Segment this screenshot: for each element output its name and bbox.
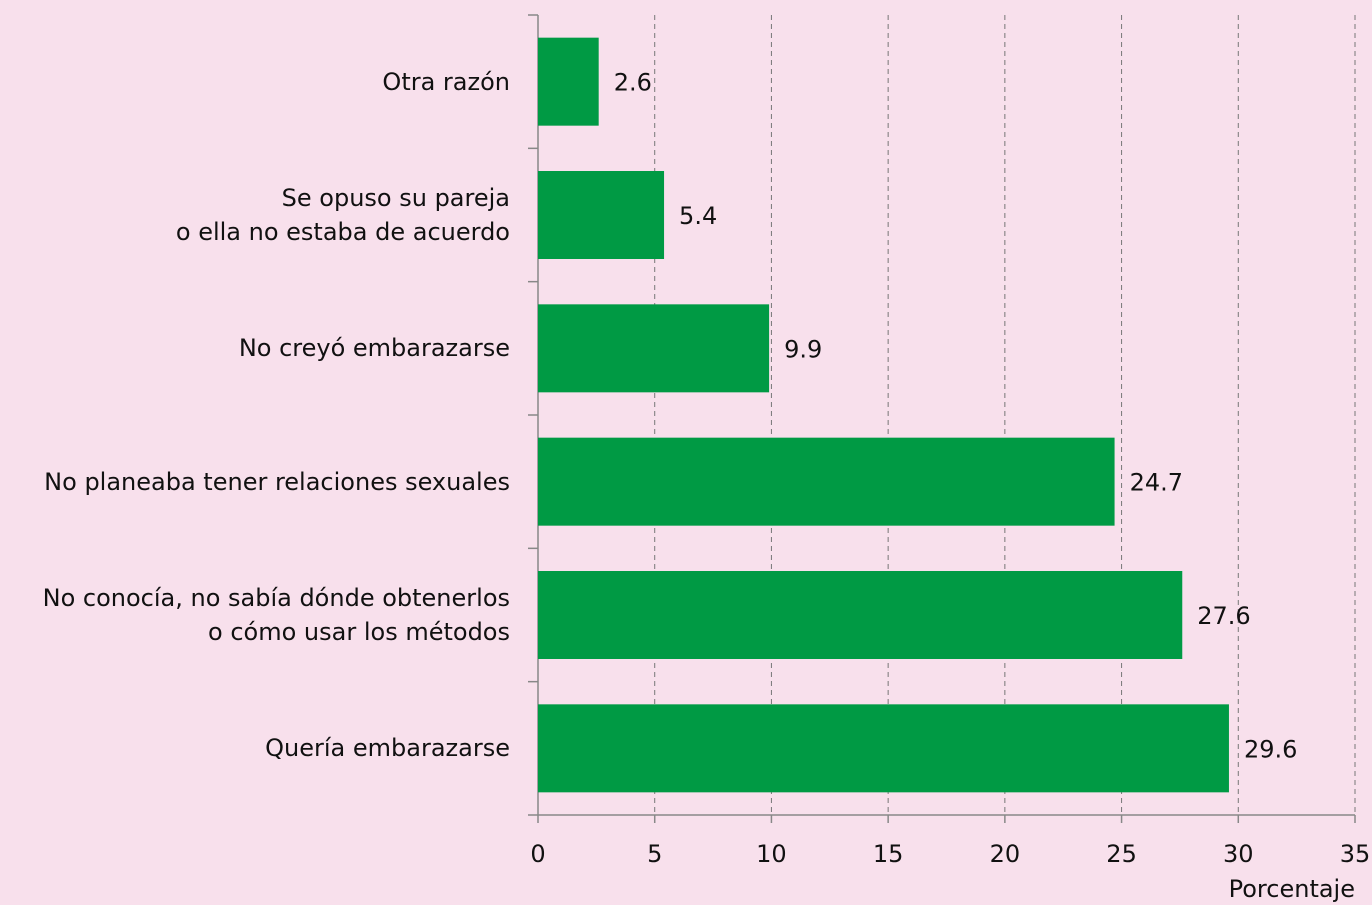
value-label: 9.9 xyxy=(784,335,822,363)
value-label: 5.4 xyxy=(679,202,717,230)
bar xyxy=(538,704,1229,793)
y-tick-label: No planeaba tener relaciones sexuales xyxy=(44,467,510,496)
x-tick-label: 25 xyxy=(1106,840,1137,868)
bar xyxy=(538,171,665,259)
value-label: 29.6 xyxy=(1244,735,1297,763)
x-tick-label: 5 xyxy=(647,840,662,868)
bar xyxy=(538,571,1183,659)
bar xyxy=(538,304,770,393)
y-tick-label: Quería embarazarse xyxy=(265,734,510,763)
x-tick-label: 35 xyxy=(1340,840,1371,868)
x-tick-label: 20 xyxy=(990,840,1021,868)
bar xyxy=(538,37,599,126)
value-label: 2.6 xyxy=(614,69,652,97)
y-tick-label: No creyó embarazarse xyxy=(238,334,510,363)
x-tick-label: 10 xyxy=(756,840,787,868)
x-tick-label: 15 xyxy=(873,840,904,868)
y-tick-label: No conocía, no sabía dónde obtenerlos o … xyxy=(42,584,510,646)
y-tick-label: Se opuso su pareja o ella no estaba de a… xyxy=(175,184,510,246)
value-label: 24.7 xyxy=(1130,469,1183,497)
x-tick-label: 30 xyxy=(1223,840,1254,868)
value-label: 27.6 xyxy=(1197,602,1250,630)
bar xyxy=(538,437,1115,526)
y-tick-label: Otra razón xyxy=(382,67,510,96)
x-axis-label: Porcentaje xyxy=(1229,875,1355,903)
x-tick-label: 0 xyxy=(530,840,545,868)
